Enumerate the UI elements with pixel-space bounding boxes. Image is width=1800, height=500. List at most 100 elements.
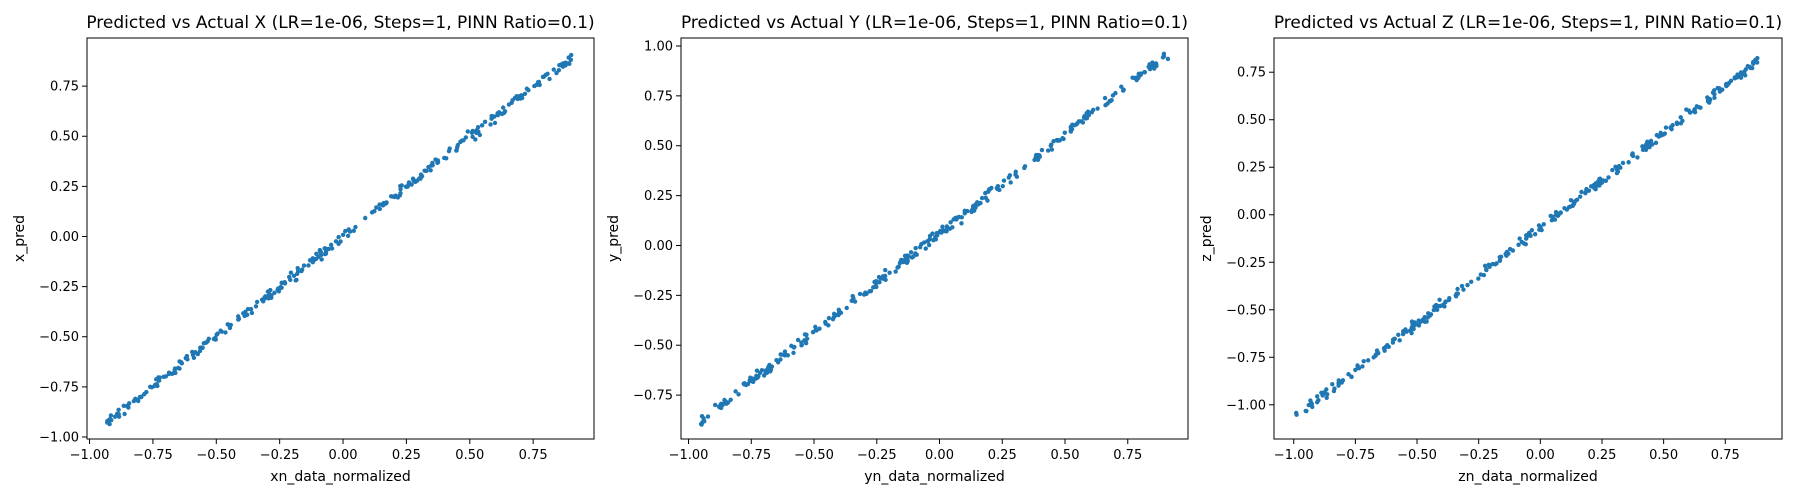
chart-title: Predicted vs Actual X (LR=1e-06, Steps=1…: [86, 13, 594, 33]
data-point: [1620, 160, 1626, 166]
data-point: [1045, 148, 1051, 153]
y-tick-label: 0.00: [50, 230, 79, 245]
data-point: [306, 263, 311, 268]
data-point: [1743, 67, 1748, 72]
data-point: [346, 227, 351, 232]
data-point: [1735, 72, 1740, 77]
data-point: [1583, 188, 1589, 194]
data-point: [1597, 183, 1602, 188]
x-axis-label: yn_data_normalized: [864, 469, 1005, 485]
data-point: [455, 142, 461, 148]
data-point: [372, 208, 377, 214]
y-tick-label: 0.25: [1237, 161, 1266, 176]
data-point: [1663, 125, 1669, 130]
data-point: [343, 228, 348, 234]
data-point: [294, 277, 299, 283]
data-point: [116, 407, 121, 413]
data-point: [1529, 228, 1535, 233]
y-tick-label: 0.75: [644, 89, 673, 104]
y-axis-label: x_pred: [12, 215, 28, 262]
data-point: [1414, 322, 1419, 327]
data-point: [1371, 355, 1376, 360]
data-point: [1610, 167, 1615, 173]
data-point: [197, 348, 203, 354]
data-point: [1107, 98, 1112, 104]
data-point: [534, 82, 539, 88]
x-tick-label: −1.00: [70, 448, 110, 463]
x-tick-label: 0.00: [1526, 448, 1555, 463]
data-point: [954, 217, 959, 222]
data-point: [121, 403, 126, 409]
x-axis-label: xn_data_normalized: [270, 469, 411, 485]
data-point: [122, 411, 127, 417]
data-point: [986, 187, 992, 192]
data-point: [1606, 175, 1611, 180]
data-point: [459, 138, 464, 143]
data-point: [1577, 194, 1583, 199]
y-tick-label: 0.75: [50, 80, 79, 95]
data-point: [1696, 105, 1702, 110]
y-tick-label: 0.25: [50, 180, 79, 195]
data-point: [836, 311, 842, 316]
data-point: [1095, 106, 1100, 111]
data-point: [543, 72, 548, 78]
data-point: [568, 57, 574, 63]
data-point: [1142, 69, 1148, 75]
data-point: [994, 185, 1000, 191]
data-point: [1324, 395, 1329, 401]
x-tick-label: 0.50: [1649, 448, 1678, 463]
x-tick-label: 0.75: [1113, 448, 1142, 463]
data-point: [218, 328, 223, 333]
data-point: [411, 178, 416, 183]
data-point: [978, 200, 983, 206]
y-tick-label: 1.00: [644, 39, 673, 54]
data-point: [392, 194, 397, 200]
data-point: [720, 402, 725, 407]
x-tick-label: −0.50: [1397, 448, 1437, 463]
data-point: [1361, 358, 1366, 364]
data-point: [157, 375, 162, 380]
data-point: [985, 198, 990, 203]
data-point: [751, 379, 756, 385]
data-point: [328, 242, 334, 248]
data-point: [925, 238, 931, 244]
data-point: [266, 293, 271, 299]
data-point: [1482, 263, 1488, 269]
data-point: [524, 86, 530, 91]
data-point: [1049, 147, 1055, 152]
data-point: [1165, 56, 1171, 62]
data-point: [857, 291, 863, 297]
data-point: [768, 369, 773, 374]
data-point: [125, 403, 131, 408]
data-point: [939, 230, 944, 235]
data-point: [500, 105, 506, 110]
data-point: [1641, 144, 1646, 150]
data-point: [1532, 231, 1538, 237]
data-point: [934, 230, 940, 236]
data-point: [322, 246, 327, 251]
data-point: [1303, 408, 1308, 414]
x-tick-label: −0.50: [794, 448, 834, 463]
ticks: −1.00 −0.75 −0.50 −0.25 0.00 0.25 0.50 0.75 −1.0…: [1226, 66, 1740, 463]
data-point: [1483, 267, 1489, 272]
data-point: [1404, 329, 1409, 334]
data-point: [750, 376, 755, 381]
data-point: [557, 62, 562, 68]
data-point: [1528, 233, 1533, 239]
data-point: [179, 360, 184, 365]
data-point: [424, 168, 429, 174]
data-point: [1562, 205, 1567, 211]
data-point: [1325, 392, 1330, 397]
data-point: [1294, 412, 1299, 417]
data-points: [105, 52, 574, 427]
data-point: [1008, 180, 1013, 185]
data-point: [1013, 172, 1018, 177]
data-point: [1497, 258, 1503, 264]
data-point: [1680, 118, 1685, 124]
data-point: [398, 183, 403, 189]
data-point: [766, 365, 771, 371]
plot-frame: [86, 37, 595, 440]
data-point: [826, 323, 831, 328]
x-tick-label: −1.00: [1274, 448, 1314, 463]
data-point: [1519, 239, 1524, 245]
